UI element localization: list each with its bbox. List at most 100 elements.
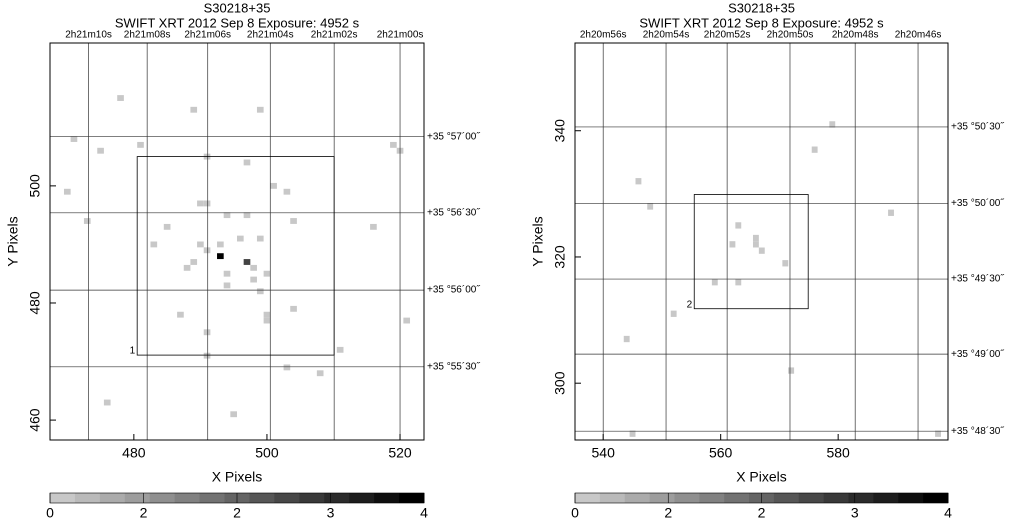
pixel — [753, 241, 759, 247]
colorbar-step — [650, 493, 675, 503]
colorbar-step — [849, 493, 874, 503]
colorbar-label: 3 — [327, 505, 335, 521]
colorbar-step — [625, 493, 650, 503]
y-tick-label: 340 — [552, 119, 568, 143]
ra-tick-label: 2h20m56s — [580, 30, 627, 41]
colorbar-label: 3 — [851, 505, 859, 521]
colorbar-step — [50, 493, 75, 503]
colorbar-label: 2 — [758, 505, 766, 521]
dec-tick-label: +35 °55´30˝ — [427, 360, 480, 372]
dec-tick-label: +35 °56´00˝ — [427, 284, 480, 296]
pixel — [264, 312, 271, 318]
colorbar-label: 2 — [664, 505, 672, 521]
dec-tick-label: +35 °49´30˝ — [951, 273, 1004, 285]
region-label: 2 — [687, 299, 693, 310]
pixel — [150, 242, 157, 248]
dec-tick-label: +35 °50´30˝ — [951, 121, 1004, 133]
colorbar-step — [923, 493, 948, 503]
colorbar-label: 0 — [46, 505, 54, 521]
colorbar-step — [824, 493, 849, 503]
pixel — [284, 189, 291, 195]
pixel — [624, 336, 630, 342]
pixel — [230, 411, 237, 417]
pixel — [257, 107, 264, 113]
pixel — [244, 160, 251, 166]
y-tick-label: 480 — [27, 291, 43, 315]
y-axis-label: Y Pixels — [5, 216, 21, 266]
pixel — [290, 306, 297, 312]
dec-tick-label: +35 °56´30˝ — [427, 206, 480, 218]
pixel — [403, 318, 410, 324]
ra-tick-label: 2h21m06s — [184, 30, 231, 41]
colorbar-label: 2 — [233, 505, 241, 521]
pixel — [735, 222, 741, 228]
colorbar-step — [324, 493, 349, 503]
pixel — [264, 271, 271, 277]
dec-tick-label: +35 °48´30˝ — [951, 425, 1004, 437]
pixel — [671, 311, 677, 317]
pixel — [217, 253, 224, 259]
x-tick-label: 500 — [255, 445, 279, 461]
ra-tick-label: 2h21m00s — [377, 30, 424, 41]
pixel — [104, 400, 111, 406]
pixel — [190, 107, 197, 113]
colorbar-step — [200, 493, 225, 503]
pixel — [250, 265, 257, 271]
pixel — [712, 279, 718, 285]
x-tick-label: 540 — [592, 445, 616, 461]
pixel — [290, 218, 297, 224]
pixel — [264, 318, 271, 324]
pixel — [257, 288, 264, 294]
colorbar-step — [600, 493, 625, 503]
region — [694, 194, 808, 308]
pixel — [197, 242, 204, 248]
pixel — [197, 201, 204, 207]
colorbar-step — [100, 493, 125, 503]
colorbar-step — [274, 493, 299, 503]
pixel — [759, 247, 765, 253]
colorbar-step — [774, 493, 799, 503]
ra-tick-label: 2h21m04s — [247, 30, 294, 41]
colorbar-step — [898, 493, 923, 503]
dec-tick-label: +35 °57´00˝ — [427, 130, 480, 142]
ra-tick-label: 2h21m02s — [311, 30, 358, 41]
pixel — [888, 210, 894, 216]
colorbar-label: 2 — [140, 505, 148, 521]
x-axis-label: X Pixels — [736, 469, 787, 485]
colorbar-step — [873, 493, 898, 503]
pixel — [64, 189, 71, 195]
pixel — [782, 260, 788, 266]
pixel — [177, 312, 184, 318]
title: S30218+35 — [728, 0, 795, 15]
colorbar-step — [299, 493, 324, 503]
pixel — [204, 329, 211, 335]
colorbar-step — [175, 493, 200, 503]
dec-tick-label: +35 °50´00˝ — [951, 197, 1004, 209]
ra-tick-label: 2h20m48s — [832, 30, 879, 41]
x-axis-label: X Pixels — [212, 469, 263, 485]
colorbar-step — [799, 493, 824, 503]
pixel — [204, 201, 211, 207]
x-tick-label: 520 — [388, 445, 412, 461]
colorbar-step — [374, 493, 399, 503]
pixel — [735, 279, 741, 285]
ra-tick-label: 2h20m54s — [643, 30, 690, 41]
page: S30218+35SWIFT XRT 2012 Sep 8 Exposure: … — [0, 0, 1014, 523]
pixel — [370, 224, 377, 230]
colorbar-step — [699, 493, 724, 503]
colorbar-step — [674, 493, 699, 503]
colorbar-step — [75, 493, 100, 503]
colorbar-step — [249, 493, 274, 503]
ra-tick-label: 2h21m08s — [124, 30, 171, 41]
pixel — [636, 178, 642, 184]
pixel — [204, 353, 211, 359]
pixel — [647, 203, 653, 209]
ra-tick-label: 2h20m50s — [767, 30, 814, 41]
plot-frame — [575, 43, 948, 440]
colorbar-step — [399, 493, 424, 503]
pixel — [788, 367, 794, 373]
pixel — [224, 271, 231, 277]
pixel — [224, 282, 231, 288]
title: S30218+35 — [204, 0, 271, 15]
pixel — [84, 218, 91, 224]
